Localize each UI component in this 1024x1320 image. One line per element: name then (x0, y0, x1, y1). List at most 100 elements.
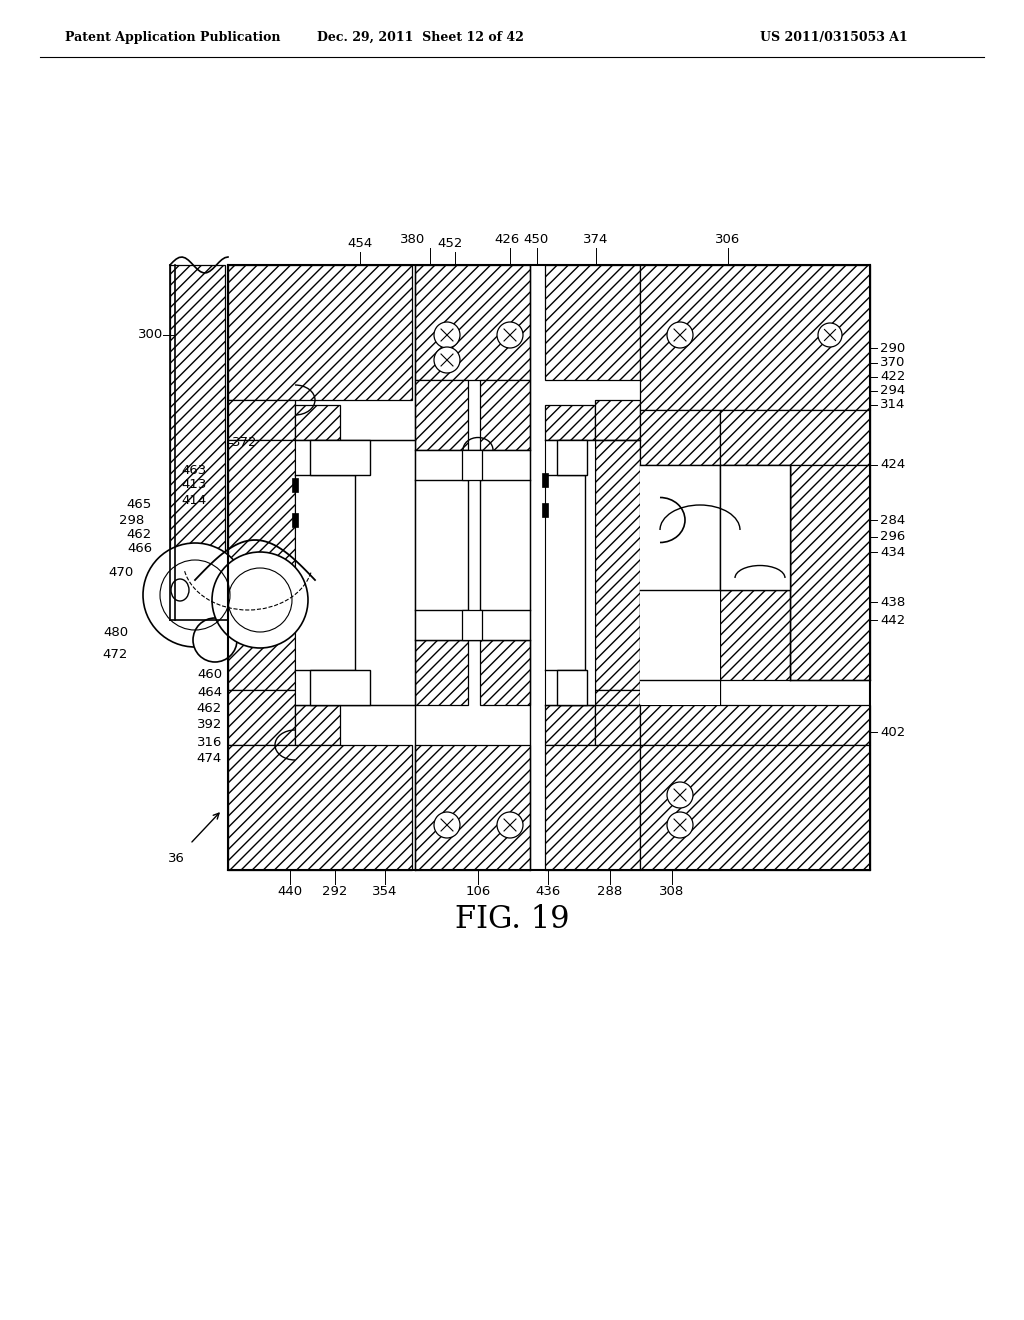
Bar (720, 465, 790, 590)
Text: 436: 436 (536, 884, 560, 898)
Bar (595, 400, 640, 440)
Text: 470: 470 (109, 565, 134, 578)
Bar (640, 590, 720, 705)
Bar (790, 465, 870, 680)
Text: 454: 454 (347, 238, 373, 249)
Bar (415, 380, 468, 450)
Circle shape (434, 347, 460, 374)
Text: 308: 308 (659, 884, 685, 898)
Bar (292, 513, 298, 527)
Bar (415, 450, 530, 640)
Circle shape (193, 618, 237, 663)
Text: 474: 474 (197, 751, 222, 764)
Text: 413: 413 (181, 478, 207, 491)
Bar (310, 440, 370, 475)
Bar (545, 405, 595, 440)
Text: FIG. 19: FIG. 19 (455, 904, 569, 936)
Text: 462: 462 (197, 701, 222, 714)
Bar (462, 450, 482, 480)
Bar (720, 465, 790, 590)
Text: 372: 372 (232, 437, 257, 450)
Text: 440: 440 (278, 884, 302, 898)
Text: 284: 284 (880, 513, 905, 527)
Bar (295, 705, 340, 744)
Bar (557, 671, 587, 705)
Text: 466: 466 (127, 541, 152, 554)
Bar (292, 478, 298, 492)
Bar (545, 440, 595, 705)
Text: 292: 292 (323, 884, 348, 898)
Text: 422: 422 (880, 371, 905, 384)
Bar (228, 440, 295, 690)
Bar (640, 590, 720, 705)
Text: 290: 290 (880, 342, 905, 355)
Bar (595, 690, 640, 744)
Bar (557, 440, 587, 475)
Text: 472: 472 (102, 648, 128, 660)
Bar (228, 690, 295, 744)
Circle shape (212, 552, 308, 648)
Circle shape (497, 322, 523, 348)
Text: 434: 434 (880, 545, 905, 558)
Text: 392: 392 (197, 718, 222, 730)
Bar (480, 640, 530, 705)
Circle shape (434, 322, 460, 348)
Bar (595, 440, 640, 690)
Text: 300: 300 (138, 329, 163, 342)
Text: 424: 424 (880, 458, 905, 471)
Text: 370: 370 (880, 356, 905, 370)
Bar (640, 705, 870, 744)
Text: 465: 465 (127, 499, 152, 511)
Bar (228, 265, 412, 400)
Bar (640, 744, 870, 870)
Text: 288: 288 (597, 884, 623, 898)
Bar (228, 744, 412, 870)
Text: 296: 296 (880, 531, 905, 544)
Bar (170, 265, 225, 620)
Circle shape (143, 543, 247, 647)
Text: 106: 106 (465, 884, 490, 898)
Text: 306: 306 (716, 234, 740, 246)
Bar (545, 744, 640, 870)
Text: 464: 464 (197, 685, 222, 698)
Circle shape (818, 323, 842, 347)
Circle shape (497, 812, 523, 838)
Bar (545, 705, 595, 744)
Bar (720, 590, 790, 680)
Bar (545, 265, 640, 380)
Text: 414: 414 (181, 494, 207, 507)
Text: 438: 438 (880, 595, 905, 609)
Text: 294: 294 (880, 384, 905, 397)
Text: 426: 426 (495, 234, 519, 246)
Bar (415, 744, 530, 870)
Text: 314: 314 (880, 399, 905, 412)
Bar (228, 400, 295, 440)
Text: 460: 460 (197, 668, 222, 681)
Text: 380: 380 (400, 234, 426, 246)
Circle shape (667, 781, 693, 808)
Bar (542, 503, 548, 517)
Bar (720, 411, 870, 465)
Text: Patent Application Publication: Patent Application Publication (65, 30, 281, 44)
Bar (415, 640, 468, 705)
Circle shape (434, 812, 460, 838)
Bar (462, 610, 482, 640)
Text: 480: 480 (102, 626, 128, 639)
Text: Dec. 29, 2011  Sheet 12 of 42: Dec. 29, 2011 Sheet 12 of 42 (316, 30, 523, 44)
Bar (295, 440, 415, 705)
Text: 442: 442 (880, 614, 905, 627)
Ellipse shape (171, 579, 189, 601)
Text: 354: 354 (373, 884, 397, 898)
Text: 316: 316 (197, 735, 222, 748)
Text: US 2011/0315053 A1: US 2011/0315053 A1 (760, 30, 907, 44)
Bar (415, 265, 530, 380)
Bar (480, 380, 530, 450)
Circle shape (667, 812, 693, 838)
Bar (295, 405, 340, 440)
Bar (310, 671, 370, 705)
Text: 463: 463 (181, 463, 207, 477)
Text: 462: 462 (127, 528, 152, 540)
Text: 450: 450 (523, 234, 549, 246)
Text: 402: 402 (880, 726, 905, 738)
Bar (542, 473, 548, 487)
